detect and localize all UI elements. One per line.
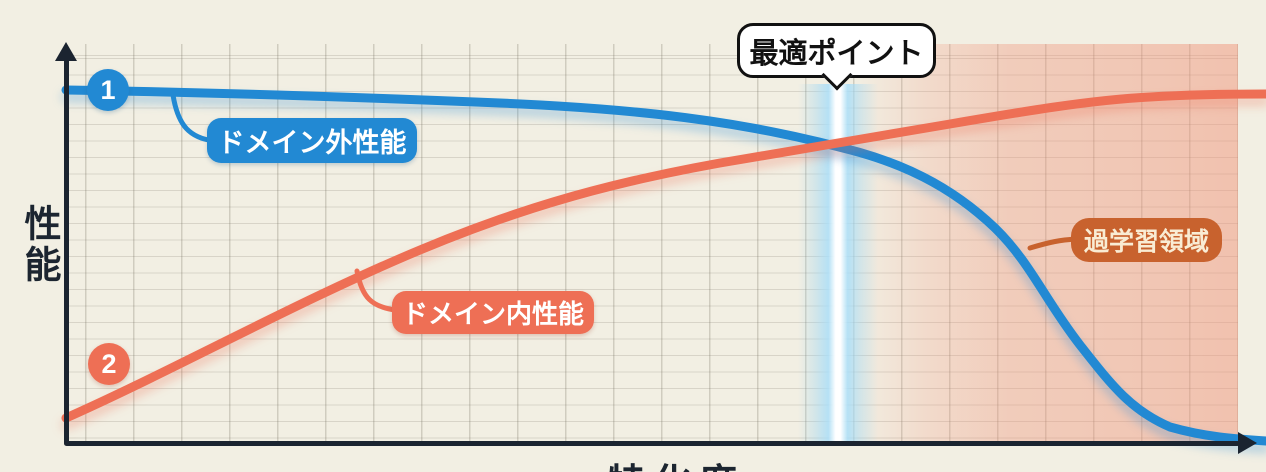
out-of-domain-label: ドメイン外性能 (207, 118, 417, 163)
overfitting-leader-line (1027, 236, 1079, 251)
series-badge-2: 2 (88, 343, 130, 385)
in-domain-curve (61, 89, 1266, 423)
x-axis-title: 特化度 (588, 452, 764, 472)
x-axis-arrowhead-icon (1238, 432, 1257, 454)
y-axis-title: 性能 (19, 204, 60, 286)
y-axis-arrowhead-icon (55, 42, 77, 61)
y-axis-line (64, 56, 69, 445)
overfitting-region-label: 過学習領域 (1071, 218, 1222, 262)
series-badge-1: 1 (87, 69, 129, 111)
x-axis-line (64, 441, 1240, 446)
in-domain-leader-line (354, 268, 399, 313)
in-domain-label: ドメイン内性能 (392, 291, 594, 334)
out-of-domain-curve (61, 85, 1266, 446)
